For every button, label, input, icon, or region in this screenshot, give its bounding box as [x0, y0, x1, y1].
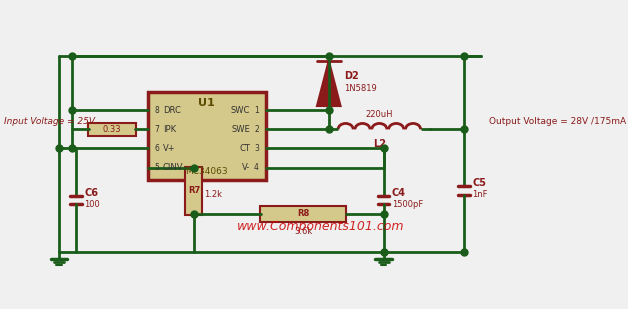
Text: SWE: SWE	[232, 125, 251, 134]
Text: 8: 8	[154, 106, 159, 115]
Text: MC34063: MC34063	[185, 167, 228, 176]
FancyBboxPatch shape	[185, 167, 202, 215]
Text: 1: 1	[254, 106, 259, 115]
Text: 0.33: 0.33	[102, 125, 121, 134]
Text: V-: V-	[242, 163, 251, 172]
FancyBboxPatch shape	[88, 123, 136, 136]
Text: CINV: CINV	[163, 163, 183, 172]
Text: 6: 6	[154, 144, 159, 153]
Text: www.Components101.com: www.Components101.com	[237, 220, 404, 233]
FancyBboxPatch shape	[261, 206, 347, 222]
Text: L2: L2	[373, 139, 386, 150]
Text: Input Voltage = 25V: Input Voltage = 25V	[4, 117, 95, 126]
Text: CT: CT	[239, 144, 251, 153]
Text: R7: R7	[188, 186, 200, 195]
Text: U1: U1	[198, 99, 215, 108]
Text: 5: 5	[154, 163, 159, 172]
FancyBboxPatch shape	[148, 92, 266, 180]
Text: D2: D2	[344, 71, 359, 81]
Text: R8: R8	[297, 210, 310, 218]
Text: 7: 7	[154, 125, 159, 134]
Text: C6: C6	[84, 188, 99, 198]
Text: SWC: SWC	[231, 106, 251, 115]
Text: 1500pF: 1500pF	[392, 200, 423, 209]
Text: 4: 4	[254, 163, 259, 172]
Text: C4: C4	[392, 188, 406, 198]
Text: 1.2k: 1.2k	[204, 190, 222, 200]
Text: 1N5819: 1N5819	[344, 84, 377, 93]
Text: C5: C5	[472, 178, 486, 188]
Text: 220uH: 220uH	[365, 110, 393, 119]
Text: V+: V+	[163, 144, 175, 153]
Text: 3.6k: 3.6k	[295, 227, 313, 236]
Text: IPK: IPK	[163, 125, 176, 134]
Text: 2: 2	[254, 125, 259, 134]
Text: 3: 3	[254, 144, 259, 153]
Polygon shape	[317, 61, 340, 106]
Text: DRC: DRC	[163, 106, 181, 115]
Text: 1nF: 1nF	[472, 190, 487, 199]
Text: Output Voltage = 28V /175mA: Output Voltage = 28V /175mA	[489, 117, 626, 126]
Text: 100: 100	[84, 200, 100, 209]
